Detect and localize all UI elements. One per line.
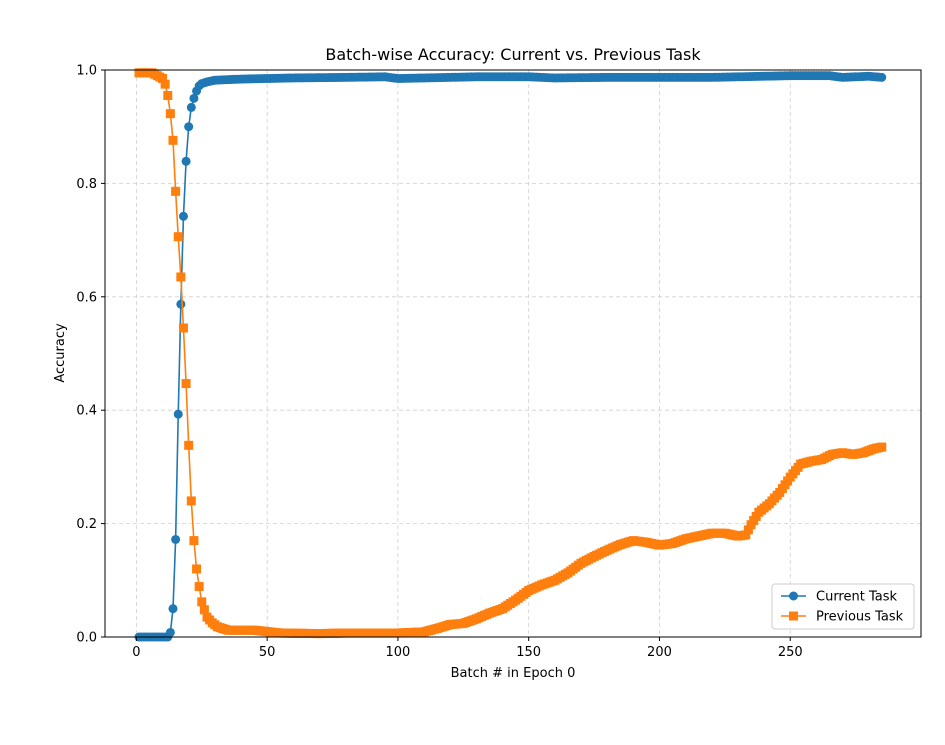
- y-axis-label: Accuracy: [53, 323, 68, 383]
- data-point-current-task: [189, 93, 199, 103]
- data-point-previous-task: [176, 272, 186, 282]
- legend-label-current-task: Current Task: [816, 590, 897, 605]
- x-tick-label: 150: [516, 645, 541, 660]
- data-point-current-task: [171, 534, 181, 544]
- chart-title: Batch-wise Accuracy: Current vs. Previou…: [325, 45, 701, 64]
- y-tick-label: 0.8: [76, 177, 97, 192]
- x-tick-label: 100: [386, 645, 411, 660]
- data-point-previous-task: [194, 582, 204, 592]
- data-point-previous-task: [158, 74, 168, 83]
- data-point-current-task: [186, 102, 196, 112]
- data-point-previous-task: [165, 109, 175, 119]
- data-point-previous-task: [186, 496, 196, 506]
- data-point-previous-task: [199, 605, 209, 615]
- data-point-previous-task: [189, 536, 199, 546]
- legend-box: [771, 583, 915, 630]
- x-tick-label: 250: [778, 645, 803, 660]
- data-point-previous-task: [181, 379, 191, 389]
- data-point-previous-task: [163, 91, 173, 101]
- y-tick-label: 1.0: [76, 64, 97, 79]
- data-point-previous-task: [171, 186, 181, 196]
- data-point-previous-task: [160, 79, 170, 89]
- data-point-previous-task: [173, 232, 183, 242]
- axis-ticks: 0 50 100 150 200 250 0.0 0.2 0.4 0.6 0.8 1.0: [76, 64, 802, 661]
- y-tick-label: 0.2: [76, 517, 97, 532]
- legend: Current Task Previous Task: [771, 583, 915, 630]
- data-point-current-task: [184, 122, 194, 132]
- data-point-current-task: [181, 156, 191, 166]
- data-point-current-task: [877, 72, 887, 82]
- plot-frame: [104, 69, 922, 638]
- data-point-current-task: [165, 627, 175, 637]
- data-point-previous-task: [168, 135, 178, 145]
- data-point-previous-task: [184, 440, 194, 450]
- legend-marker-current-task: [789, 591, 798, 601]
- data-point-current-task: [168, 604, 178, 614]
- data-point-previous-task: [197, 597, 207, 607]
- y-tick-label: 0.0: [76, 631, 97, 646]
- data-point-previous-task: [192, 564, 202, 574]
- legend-marker-previous-task: [789, 611, 798, 621]
- series-previous-task: [134, 68, 887, 639]
- x-tick-label: 50: [259, 645, 276, 660]
- y-tick-label: 0.4: [76, 404, 97, 419]
- data-point-previous-task: [743, 525, 753, 535]
- data-point-current-task: [178, 211, 188, 221]
- data-point-previous-task: [741, 530, 751, 540]
- y-tick-label: 0.6: [76, 290, 97, 305]
- data-point-previous-task: [178, 323, 188, 333]
- x-tick-label: 200: [647, 645, 672, 660]
- data-point-current-task: [176, 299, 186, 309]
- legend-label-previous-task: Previous Task: [816, 610, 904, 625]
- data-point-current-task: [173, 409, 183, 419]
- grid: [105, 69, 921, 638]
- data-point-previous-task: [877, 442, 887, 452]
- x-tick-label: 0: [132, 645, 140, 660]
- x-axis-label: Batch # in Epoch 0: [451, 666, 576, 681]
